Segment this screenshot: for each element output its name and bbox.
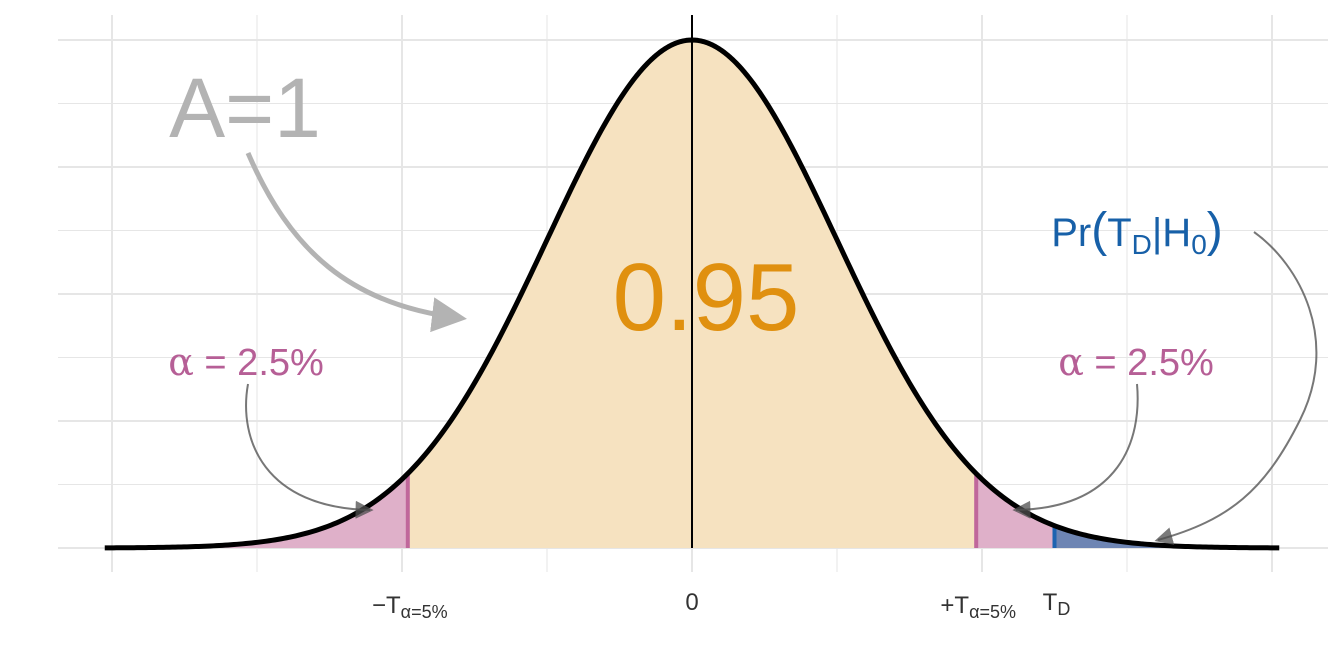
- area-arrow: [245, 152, 467, 333]
- tick-plus-sub: α=5%: [969, 602, 1016, 622]
- tick-zero: 0: [685, 589, 698, 616]
- tick-minus-sub: α=5%: [401, 602, 448, 622]
- pvalue-t-sub: D: [1132, 229, 1152, 260]
- x-tick-labels: −Tα=5% 0 +Tα=5% TD: [372, 589, 1070, 622]
- area-total-label: A=1: [169, 61, 321, 155]
- alpha-right-eq: = 2.5%: [1084, 342, 1214, 384]
- alpha-right-arrow: [1012, 383, 1139, 519]
- pvalue-label: Pr(TD|H0): [1051, 204, 1223, 260]
- tick-minus-crit: −Tα=5%: [372, 592, 448, 622]
- tick-plus-crit: +Tα=5%: [940, 592, 1016, 622]
- pvalue-pr: Pr: [1051, 211, 1091, 255]
- pvalue-t: T: [1107, 211, 1131, 255]
- pvalue-h-sub: 0: [1191, 229, 1207, 260]
- alpha-right-label: α = 2.5%: [1058, 340, 1214, 384]
- tick-td: TD: [1043, 589, 1071, 619]
- pvalue-close: ): [1207, 204, 1223, 257]
- alpha-left-arrow: [245, 383, 374, 519]
- alpha-left-eq: = 2.5%: [194, 342, 324, 384]
- tick-minus-main: T: [386, 592, 401, 619]
- tick-plus-main: T: [954, 592, 969, 619]
- tick-td-main: T: [1043, 589, 1058, 616]
- alpha-right-symbol: α: [1058, 340, 1084, 384]
- tick-td-sub: D: [1057, 599, 1070, 619]
- pvalue-arrow: [1154, 231, 1318, 545]
- central-prob-label: 0.95: [613, 244, 800, 351]
- tick-plus-sign: +: [940, 592, 954, 619]
- pvalue-open: (: [1091, 204, 1107, 257]
- critical-lines: [405, 473, 1057, 548]
- pvalue-bar: |: [1152, 211, 1162, 255]
- pvalue-h: H: [1162, 211, 1191, 255]
- alpha-left-label: α = 2.5%: [168, 340, 324, 384]
- alpha-left-symbol: α: [168, 340, 194, 384]
- region-left-tail: [104, 473, 408, 548]
- tick-minus-sign: −: [372, 592, 386, 619]
